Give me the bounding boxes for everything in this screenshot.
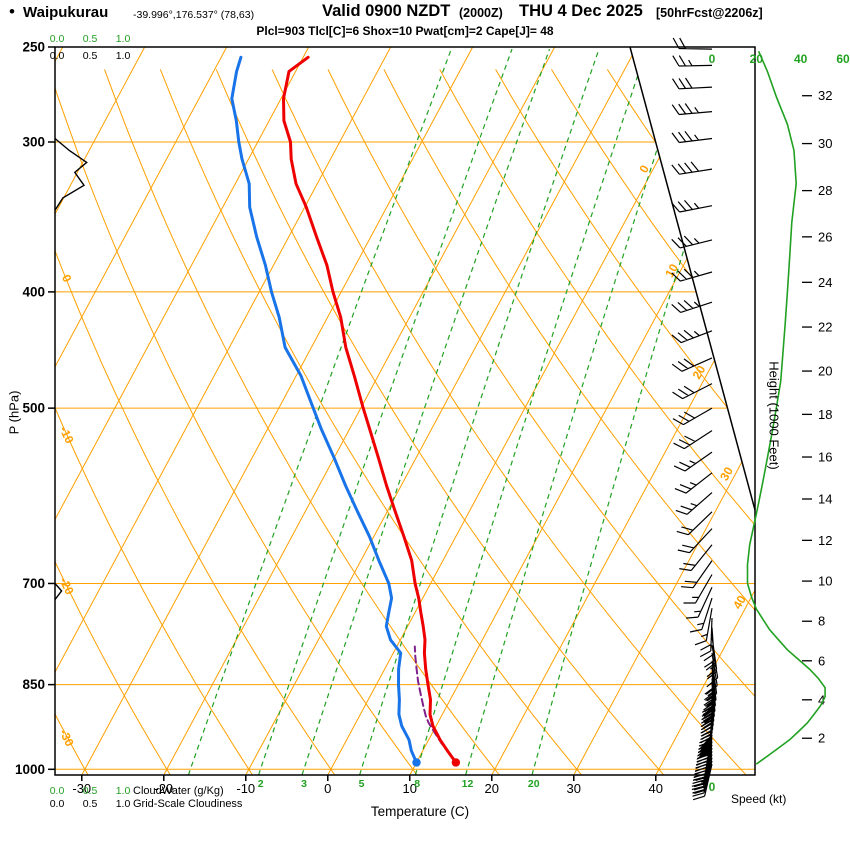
valid-date: THU 4 Dec 2025 xyxy=(519,2,643,20)
svg-text:-10: -10 xyxy=(57,424,77,446)
svg-text:0.0: 0.0 xyxy=(50,785,65,797)
mixing-ratio-line xyxy=(301,48,551,775)
svg-text:5: 5 xyxy=(359,778,365,790)
svg-text:1.0: 1.0 xyxy=(116,785,131,797)
wind-barbs xyxy=(671,37,719,801)
svg-text:20: 20 xyxy=(750,52,764,66)
surface-dewpoint-dot xyxy=(412,758,421,767)
dewpoint-curve xyxy=(230,55,418,764)
svg-text:0.0: 0.0 xyxy=(50,798,65,810)
svg-text:6: 6 xyxy=(818,653,825,668)
svg-text:16: 16 xyxy=(818,450,832,465)
svg-text:1000: 1000 xyxy=(15,762,45,777)
svg-text:26: 26 xyxy=(818,229,832,244)
svg-text:-30: -30 xyxy=(57,727,77,749)
svg-text:-20: -20 xyxy=(154,781,173,796)
svg-text:20: 20 xyxy=(528,778,540,790)
svg-text:3: 3 xyxy=(301,778,307,790)
cloudiness-scale-title: Grid-Scale Cloudiness xyxy=(133,798,243,810)
svg-text:0.5: 0.5 xyxy=(83,33,98,45)
svg-text:10: 10 xyxy=(818,574,832,589)
valid-time: Valid 0900 NZDT xyxy=(322,2,451,20)
svg-text:0.5: 0.5 xyxy=(83,785,98,797)
svg-text:0: 0 xyxy=(709,780,716,794)
svg-text:40: 40 xyxy=(794,52,808,66)
svg-text:0.5: 0.5 xyxy=(83,798,98,810)
svg-text:18: 18 xyxy=(818,407,832,422)
surface-temp-dot xyxy=(451,758,461,767)
station-name: Waipukurau xyxy=(23,4,109,21)
svg-text:30: 30 xyxy=(818,136,832,151)
mixing-ratio-line xyxy=(359,48,600,775)
svg-text:40: 40 xyxy=(649,781,663,796)
svg-text:12: 12 xyxy=(818,533,832,548)
svg-text:60: 60 xyxy=(836,52,850,66)
svg-text:30: 30 xyxy=(567,781,581,796)
svg-text:0: 0 xyxy=(59,272,75,284)
mixing-ratio-line xyxy=(258,48,513,775)
pressure-axis-title: P (hPa) xyxy=(6,390,22,435)
temperature-curve xyxy=(282,55,458,764)
svg-text:20: 20 xyxy=(485,781,499,796)
svg-text:32: 32 xyxy=(818,88,832,103)
mixing-ratio-line xyxy=(414,48,648,775)
svg-text:500: 500 xyxy=(22,401,45,416)
svg-text:4: 4 xyxy=(818,692,825,707)
svg-text:20: 20 xyxy=(818,364,832,379)
svg-text:850: 850 xyxy=(22,677,45,692)
svg-text:2: 2 xyxy=(258,778,264,790)
svg-text:30: 30 xyxy=(717,464,736,483)
svg-text:22: 22 xyxy=(818,320,832,335)
svg-text:400: 400 xyxy=(22,284,45,299)
stability-indices: Plcl=903 Tlcl[C]=6 Shox=10 Pwat[cm]=2 Ca… xyxy=(256,24,554,38)
speed-axis-title: Speed (kt) xyxy=(731,792,787,806)
wind-speed-profile: 0 20 40 60 0 xyxy=(709,50,850,794)
svg-text:0: 0 xyxy=(709,52,716,66)
svg-text:-10: -10 xyxy=(236,781,255,796)
svg-text:20: 20 xyxy=(690,363,709,382)
svg-text:250: 250 xyxy=(22,40,45,55)
svg-text:12: 12 xyxy=(462,778,474,790)
svg-text:40: 40 xyxy=(730,593,749,612)
parcel-wetbulb-curve xyxy=(413,645,457,764)
svg-text:300: 300 xyxy=(22,134,45,149)
svg-text:8: 8 xyxy=(818,614,825,629)
svg-text:14: 14 xyxy=(818,492,832,507)
svg-text:0.0: 0.0 xyxy=(50,33,65,45)
svg-text:-20: -20 xyxy=(57,575,77,597)
svg-text:2: 2 xyxy=(818,731,825,746)
svg-text:1.0: 1.0 xyxy=(116,50,131,62)
svg-text:1.0: 1.0 xyxy=(116,798,131,810)
svg-text:0: 0 xyxy=(636,162,652,175)
svg-text:28: 28 xyxy=(818,183,832,198)
mixing-ratio-line xyxy=(465,48,691,775)
forecast-run: [50hrFcst@2206z] xyxy=(656,6,763,20)
plot-frame xyxy=(54,46,756,776)
cloudwater-scale-title: CloudWater (g/Kg) xyxy=(133,785,224,797)
cloudiness-profile xyxy=(54,137,88,601)
valid-time-utc: (2000Z) xyxy=(459,6,503,20)
height-axis-title: Height (1000 Feet) xyxy=(766,361,782,470)
svg-text:24: 24 xyxy=(818,275,832,290)
station-bullet-icon: • xyxy=(9,2,15,21)
station-coords: -39.996°,176.537° (78,63) xyxy=(133,9,255,21)
svg-text:0: 0 xyxy=(324,781,331,796)
svg-text:10: 10 xyxy=(662,261,681,280)
svg-text:0.5: 0.5 xyxy=(83,50,98,62)
svg-text:1.0: 1.0 xyxy=(116,33,131,45)
svg-text:700: 700 xyxy=(22,576,45,591)
temp-axis-title: Temperature (C) xyxy=(370,804,470,819)
mixing-ratio-line xyxy=(187,48,452,775)
svg-text:10: 10 xyxy=(403,781,417,796)
svg-text:-30: -30 xyxy=(72,781,91,796)
svg-text:8: 8 xyxy=(414,778,420,790)
mixing-ratio-line xyxy=(531,48,747,775)
svg-text:0.0: 0.0 xyxy=(50,50,65,62)
